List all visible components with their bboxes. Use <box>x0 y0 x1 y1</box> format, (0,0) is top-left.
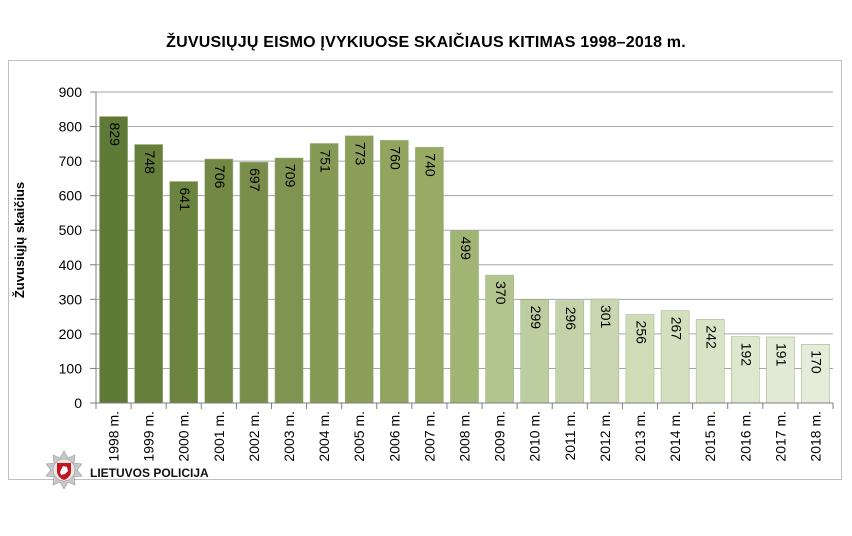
y-axis-label: Žuvusiųjų skaičius <box>12 182 27 298</box>
y-tick-label: 200 <box>59 326 83 342</box>
x-tick-label: 2000 m. <box>176 411 192 462</box>
y-tick-label: 0 <box>74 395 82 411</box>
data-label: 748 <box>142 151 158 175</box>
bar <box>169 181 199 404</box>
x-tick-label: 2005 m. <box>351 411 367 462</box>
police-star-emblem-icon <box>45 450 83 490</box>
data-label: 170 <box>809 350 825 374</box>
bar <box>625 314 655 404</box>
data-label: 773 <box>353 142 369 166</box>
x-tick-label: 2009 m. <box>492 411 508 462</box>
x-tick-label: 1998 m. <box>106 411 122 462</box>
x-tick-label: 2001 m. <box>211 411 227 462</box>
bar <box>344 135 374 404</box>
x-tick-label: 2004 m. <box>316 411 332 462</box>
y-tick-label: 400 <box>59 257 83 273</box>
data-label: 499 <box>458 237 474 261</box>
bar <box>380 140 409 404</box>
x-tick-label: 1999 m. <box>141 411 157 462</box>
chart-frame <box>8 60 842 480</box>
x-tick-label: 2003 m. <box>281 411 297 462</box>
y-tick-label: 900 <box>59 84 83 100</box>
chart-title: ŽUVUSIŲJŲ EISMO ĮVYKIUOSE SKAIČIAUS KITI… <box>166 34 686 51</box>
bar <box>134 144 163 404</box>
bar <box>695 319 725 404</box>
x-tick-label: 2011 m. <box>562 411 578 461</box>
x-tick-label: 2006 m. <box>386 411 402 462</box>
data-label: 706 <box>212 165 228 189</box>
data-label: 829 <box>107 123 123 147</box>
data-label: 191 <box>774 343 790 367</box>
y-tick-label: 800 <box>59 119 83 135</box>
x-tick-label: 2016 m. <box>737 411 753 462</box>
axes: 0 100 200 300 400 500 600 700 800 900 1998 m. 1999 … <box>59 84 834 462</box>
data-label: 242 <box>703 325 719 349</box>
data-label: 370 <box>493 281 509 305</box>
x-tick-label: 2012 m. <box>597 411 613 462</box>
data-label: 301 <box>598 305 614 329</box>
bar <box>555 300 585 404</box>
data-label: 709 <box>282 164 298 188</box>
bars <box>99 116 830 404</box>
bar <box>239 161 269 404</box>
data-labels: 829 748 641 706 697 709 751 773 760 740 499 370 299 2… <box>107 123 825 374</box>
bar <box>99 116 128 404</box>
data-label: 192 <box>739 343 755 367</box>
bar <box>415 147 444 404</box>
data-label: 267 <box>668 317 684 341</box>
data-label: 760 <box>388 146 404 170</box>
x-tick-label: 2008 m. <box>457 411 473 462</box>
bar <box>485 274 514 404</box>
y-tick-label: 300 <box>59 291 83 307</box>
data-label: 641 <box>177 187 193 211</box>
bar <box>450 230 479 404</box>
x-tick-label: 2013 m. <box>632 411 648 462</box>
x-tick-label: 2017 m. <box>772 411 788 462</box>
bar <box>766 336 795 404</box>
x-tick-label: 2015 m. <box>702 411 718 462</box>
bar <box>660 310 690 404</box>
y-tick-label: 500 <box>59 222 83 238</box>
data-label: 256 <box>633 321 649 345</box>
logo-text: LIETUVOS POLICIJA <box>90 466 209 480</box>
x-tick-label: 2007 m. <box>421 411 437 462</box>
bar <box>730 336 760 404</box>
data-label: 697 <box>247 168 263 192</box>
x-tick-label: 2002 m. <box>246 411 262 462</box>
bar <box>274 157 304 404</box>
data-label: 296 <box>563 307 579 331</box>
data-label: 740 <box>423 153 439 177</box>
bar <box>204 158 234 404</box>
y-tick-label: 600 <box>59 188 83 204</box>
x-tick-label: 2014 m. <box>667 411 683 462</box>
bar <box>309 143 339 404</box>
data-label: 299 <box>528 306 544 330</box>
x-tick-label: 2018 m. <box>807 411 823 462</box>
y-tick-label: 700 <box>59 153 83 169</box>
data-label: 751 <box>317 149 333 173</box>
y-tick-label: 100 <box>59 360 83 376</box>
x-tick-label: 2010 m. <box>527 411 543 462</box>
